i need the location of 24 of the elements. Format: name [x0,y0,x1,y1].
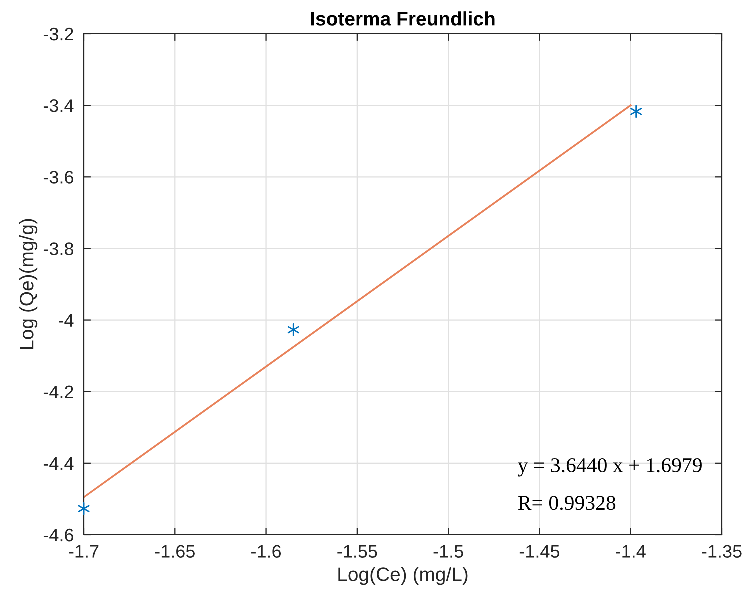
x-tick-label: -1.6 [252,545,282,558]
x-tick-label: -1.7 [69,545,99,558]
y-tick-label: -4 [59,314,74,327]
x-tick-label: -1.5 [434,545,464,558]
x-tick-label: -1.65 [155,545,195,558]
point [288,323,300,336]
point [78,502,90,516]
y-tick-label: -4.6 [44,528,74,542]
x-tick-label: -1.35 [702,545,742,558]
x-tick-label: -1.45 [520,545,560,558]
y-tick-label: -3.8 [44,242,74,256]
y-tick-label: -3.4 [44,100,74,112]
x-axis-title: Log(Ce) (mg/L) [338,567,468,586]
y-tick-label: -3.6 [44,171,74,184]
y-tick-label: -4.2 [44,386,74,398]
annotation: y = 3.6440 x + 1.6979 [518,458,702,477]
x-tick-label: -1.4 [616,545,646,558]
y-axis-title: Log (Qe)(mg/g) [19,219,38,350]
annotation: R= 0.99328 [518,496,616,510]
y-tick-label: -4.4 [44,458,74,470]
x-tick-label: -1.55 [338,545,378,558]
point [630,105,642,118]
chart-title: Isoterma Freundlich [311,12,495,26]
y-tick-label: -3.2 [44,28,74,41]
